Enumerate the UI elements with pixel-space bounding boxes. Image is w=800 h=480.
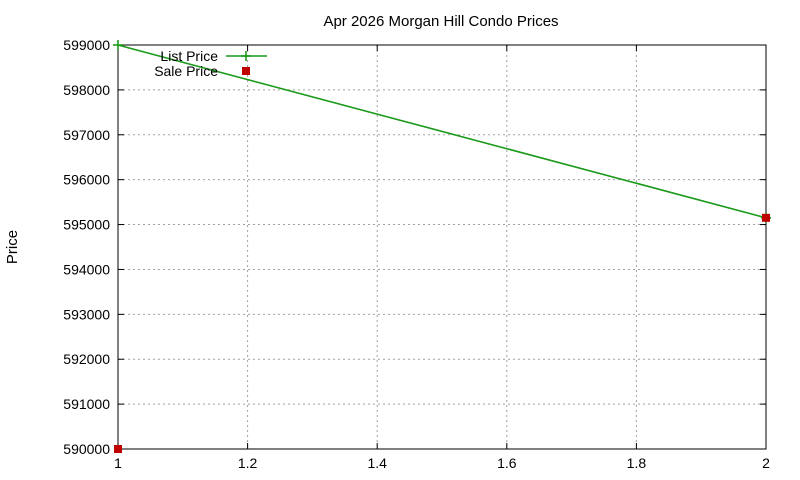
y-tick-label: 598000 — [63, 82, 110, 98]
y-tick-label: 597000 — [63, 127, 110, 143]
series-marks — [113, 40, 771, 453]
x-tick-label: 1.6 — [497, 455, 517, 471]
y-tick-label: 594000 — [63, 261, 110, 277]
y-tick-label: 592000 — [63, 351, 110, 367]
y-axis-label: Price — [4, 230, 21, 264]
x-tick-label: 1.2 — [238, 455, 258, 471]
legend-square-swatch — [242, 67, 250, 75]
plot-frame — [117, 44, 767, 450]
legend-label: List Price — [160, 48, 218, 64]
legend-label: Sale Price — [154, 63, 218, 79]
x-tick-label: 1.8 — [627, 455, 647, 471]
y-tick-label: 599000 — [63, 37, 110, 53]
sale-price-point — [762, 213, 770, 222]
legend-entry: Sale Price — [154, 63, 250, 79]
y-tick-label: 596000 — [63, 172, 110, 188]
list-price-point — [113, 40, 123, 50]
grid-lines — [118, 45, 766, 449]
y-tick-label: 595000 — [63, 217, 110, 233]
axis-ticks: 1 1.2 1.4 1.6 1.8 2 590000 591000 592000 593000 59… — [63, 37, 770, 471]
sale-price-point — [114, 445, 122, 453]
y-tick-label: 590000 — [63, 441, 110, 457]
chart-title: Apr 2026 Morgan Hill Condo Prices — [323, 13, 558, 30]
legend-entry: List Price — [160, 48, 267, 64]
y-tick-label: 593000 — [63, 306, 110, 322]
x-tick-label: 2 — [762, 455, 770, 471]
list-price-line — [117, 44, 767, 219]
y-tick-label: 591000 — [63, 396, 110, 412]
x-tick-label: 1 — [114, 455, 122, 471]
x-tick-label: 1.4 — [367, 455, 387, 471]
